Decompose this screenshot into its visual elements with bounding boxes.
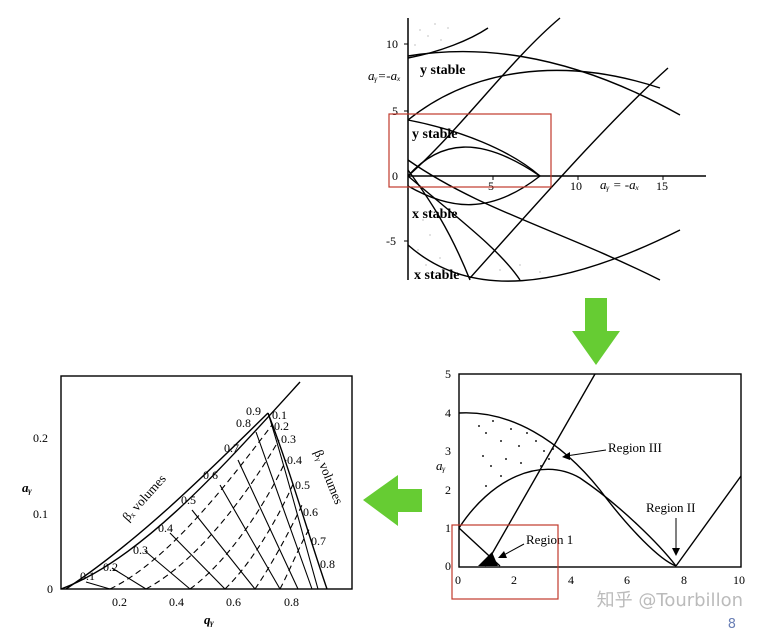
br-curve-inner-arch — [458, 468, 677, 567]
bl-dashed-lines — [109, 424, 311, 590]
bl-beta-x-0-5: 0.5 — [181, 493, 196, 507]
bl-beta-y-0-7: 0.7 — [311, 534, 326, 548]
br-region-1-fill — [478, 552, 498, 566]
bl-beta-y-0-2: 0.2 — [274, 419, 289, 433]
top-curve-mid-arch-upper — [407, 119, 541, 177]
bl-x-tick-0-6: 0.6 — [226, 595, 241, 609]
br-y-axis-label: aᵧ — [436, 458, 446, 473]
top-curve-upper-arch-2 — [407, 69, 661, 121]
top-region-y-stable-mid: y stable — [412, 127, 458, 142]
br-x-tick-2: 2 — [511, 573, 517, 587]
br-label-region-ii: Region II — [646, 500, 695, 515]
br-x-tick-8: 8 — [681, 573, 687, 587]
bl-beta-x-lines — [85, 431, 313, 590]
br-label-region-iii: Region III — [608, 440, 662, 455]
bl-beta-x-0-6: 0.6 — [203, 468, 218, 482]
br-y-tick-2: 2 — [445, 483, 451, 497]
bl-beta-y-0-6: 0.6 — [303, 505, 318, 519]
br-frame — [458, 373, 742, 568]
bottom-left-diagram: 0.2 0.1 0 0.2 0.4 0.6 0.8 aᵧ qᵧ — [22, 375, 353, 627]
br-label-region-1: Region 1 — [526, 532, 573, 547]
bl-y-tick-0: 0 — [47, 582, 53, 596]
bl-boundary-upper — [60, 381, 301, 590]
top-curve-steep-2 — [469, 67, 669, 279]
watermark: 知乎 @Tourbillon — [596, 590, 743, 611]
bl-y-tick-0-2: 0.2 — [33, 431, 48, 445]
bl-beta-x-0-3: 0.3 — [133, 543, 148, 557]
bl-beta-y-0-4: 0.4 — [287, 453, 302, 467]
bottom-right-diagram: 5 4 3 2 1 0 0 2 4 6 8 10 aᵧ — [436, 367, 745, 600]
bl-beta-y-volumes-label: βᵧ volumes — [310, 448, 346, 507]
bl-beta-x-0-7: 0.7 — [224, 441, 239, 455]
top-region-y-stable-upper: y stable — [420, 63, 466, 78]
bl-frame — [60, 375, 353, 590]
bl-beta-x-volumes-label: βₓ volumes — [119, 471, 169, 524]
bl-boundary-left-edge — [65, 412, 269, 590]
bl-beta-x-0-2: 0.2 — [103, 560, 118, 574]
top-y-tick-10: 10 — [386, 37, 398, 51]
br-y-tick-4: 4 — [445, 406, 451, 420]
top-region-x-stable-lower: x stable — [414, 268, 460, 283]
top-curve-lower-arch-3 — [407, 229, 681, 282]
top-curve-mid-arch-lower — [407, 146, 541, 177]
top-stability-diagram: 10 5 0 -5 5 10 15 aᵧ=-aₓ aᵧ = -aₓ y stab… — [368, 17, 706, 283]
bl-beta-x-0-1: 0.1 — [80, 569, 95, 583]
bl-beta-y-0-5: 0.5 — [295, 478, 310, 492]
top-curve-steep-1 — [407, 17, 561, 177]
green-down-arrow — [572, 298, 620, 365]
top-x-tick-15: 15 — [656, 179, 668, 193]
top-x-tick-10: 10 — [570, 179, 582, 193]
top-curve-lower-left — [407, 169, 471, 281]
br-y-tick-0: 0 — [445, 559, 451, 573]
bl-beta-x-0-4: 0.4 — [158, 521, 173, 535]
top-y-axis-label: aᵧ=-aₓ — [368, 68, 401, 83]
page-number: 8 — [727, 617, 736, 632]
bl-boundary-right-edge-2 — [267, 412, 319, 590]
top-y-tick-0: 0 — [392, 169, 398, 183]
top-y-tick-5: 5 — [392, 104, 398, 118]
top-x-tick-5: 5 — [488, 179, 494, 193]
bl-boundary-right-edge — [267, 412, 328, 590]
bl-x-tick-0-2: 0.2 — [112, 595, 127, 609]
bl-beta-x-0-9: 0.9 — [246, 404, 261, 418]
top-curve-lower-arch-1 — [407, 175, 541, 206]
br-x-tick-4: 4 — [568, 573, 574, 587]
br-y-tick-5: 5 — [445, 367, 451, 381]
bl-beta-y-0-1: 0.1 — [272, 408, 287, 422]
br-y-tick-3: 3 — [445, 444, 451, 458]
top-highlight-box — [388, 113, 552, 188]
top-region-x-stable-mid: x stable — [412, 207, 458, 222]
green-left-arrow — [363, 475, 422, 526]
top-curve-lower-arch-2 — [407, 175, 521, 281]
top-noise — [414, 23, 541, 273]
top-curve-down-right — [407, 159, 661, 281]
br-region-iii-dots — [478, 420, 554, 487]
top-y-tick-minus5: -5 — [386, 234, 396, 248]
bl-y-tick-0-1: 0.1 — [33, 507, 48, 521]
bl-beta-y-0-3: 0.3 — [281, 432, 296, 446]
bl-beta-y-0-8: 0.8 — [320, 557, 335, 571]
top-curve-top-left — [407, 27, 489, 59]
bl-x-tick-0-4: 0.4 — [169, 595, 184, 609]
br-x-tick-6: 6 — [624, 573, 630, 587]
br-x-tick-10: 10 — [733, 573, 745, 587]
top-x-axis-label: aᵧ = -aₓ — [600, 177, 640, 192]
top-curve-upper-arch — [407, 50, 681, 116]
br-y-tick-1: 1 — [445, 521, 451, 535]
br-curve-steep — [484, 373, 596, 567]
bl-x-axis-label: qᵧ — [204, 612, 215, 627]
br-curve-outer-arch — [458, 412, 677, 567]
br-curve-right-v — [675, 475, 742, 567]
br-x-tick-0: 0 — [455, 573, 461, 587]
bl-y-axis-label: aᵧ — [22, 480, 33, 495]
br-highlight-box — [451, 524, 559, 600]
bl-beta-x-0-8: 0.8 — [236, 416, 251, 430]
bl-x-tick-0-8: 0.8 — [284, 595, 299, 609]
